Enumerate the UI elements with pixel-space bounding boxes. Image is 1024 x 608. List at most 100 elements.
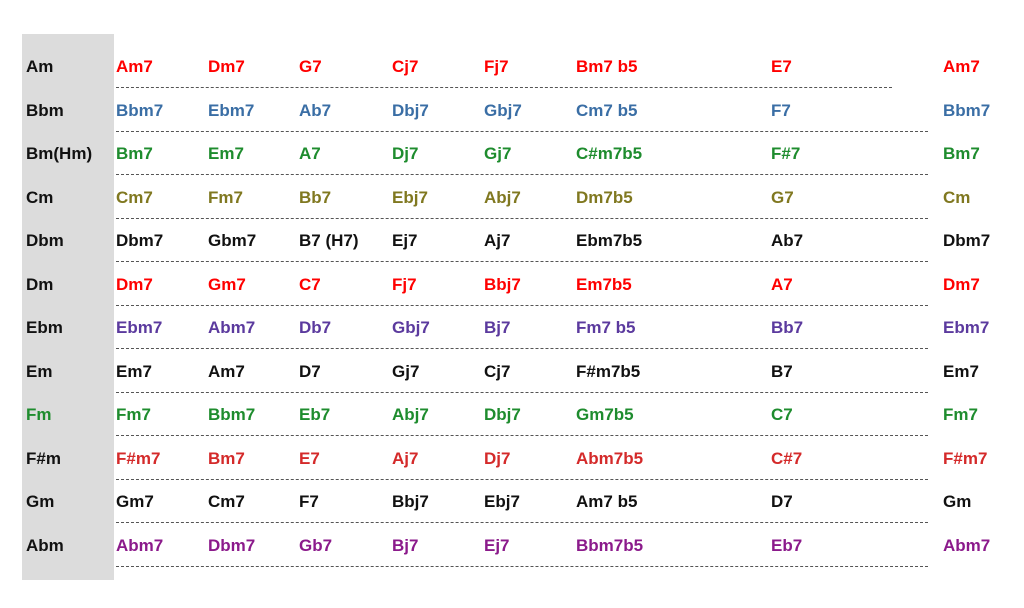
chord-cell: Ebj7 [392, 187, 428, 207]
key-label: Em [26, 361, 53, 381]
chord-cell: Dm7 [208, 57, 245, 76]
chord-cell: Abj7 [484, 187, 521, 207]
chord-cell: Eb7 [771, 535, 803, 555]
chord-row: Dm Dm7 Gm7 C7 Fj7 Bbj7 Em7b5 A7 Dm7 [0, 263, 1024, 306]
chord-cell: Bb7 [771, 318, 804, 337]
chord-cell: Em7 [208, 144, 244, 163]
chord-cell: F#7 [771, 144, 801, 163]
chord-cell: Bm7 b5 [576, 57, 638, 76]
chord-cell: Bm7 [116, 144, 153, 163]
chord-cell: Gm7 [208, 274, 246, 294]
chord-cell: Gbj7 [392, 318, 430, 337]
chord-cell: E7 [299, 448, 320, 468]
chord-cell: Am7 [208, 361, 245, 381]
chord-cell: F#m7b5 [576, 361, 641, 381]
key-label: Fm [26, 405, 52, 424]
chord-cell: A7 [299, 144, 321, 163]
key-label: Bm(Hm) [26, 144, 93, 163]
key-label: Dbm [26, 231, 64, 250]
chord-cell: D7 [299, 361, 321, 381]
chord-cell: Em7b5 [576, 274, 632, 294]
chord-cell: Gm7b5 [576, 405, 634, 424]
chord-cell: Ebm7 [208, 100, 255, 120]
key-label: F#m [26, 448, 61, 468]
row-divider [116, 130, 928, 132]
chord-cell: Ab7 [771, 231, 804, 250]
key-label: Dm [26, 274, 54, 294]
chord-cell: Bbm7 [208, 405, 256, 424]
chord-cell: Cj7 [392, 57, 419, 76]
chord-cell: Bbm7b5 [576, 535, 644, 555]
chord-cell: Abm7 [208, 318, 256, 337]
chord-cell: Am7 [116, 57, 153, 76]
chord-cell: Gb7 [299, 535, 333, 555]
chord-cell: Dbm7 [116, 231, 164, 250]
row-divider [116, 348, 928, 349]
chord-cell-end: Dm7 [943, 274, 980, 294]
chord-row: Bbm Bbm7 Ebm7 Ab7 Dbj7 Gbj7 Cm7 b5 F7 Bbm7 [0, 89, 1024, 132]
chord-cell: Dbj7 [392, 100, 429, 120]
chord-cell: E7 [771, 57, 792, 76]
chord-cell: F7 [771, 100, 791, 120]
chord-cell: F7 [299, 492, 319, 511]
chord-cell: Abj7 [392, 405, 429, 424]
row-divider [116, 522, 928, 523]
chord-cell: Gj7 [484, 144, 512, 163]
chord-cell: Cj7 [484, 361, 511, 381]
chord-cell-end: Cm [943, 187, 971, 207]
chord-cell: Dj7 [484, 448, 511, 468]
chord-cell-end: Gm [943, 492, 972, 511]
chord-cell: Bbj7 [392, 492, 429, 511]
row-divider [116, 261, 928, 262]
row-divider [116, 217, 928, 219]
chord-cell: G7 [771, 187, 794, 207]
row-divider [116, 391, 928, 393]
chord-cell: Fm7 b5 [576, 318, 636, 337]
chord-row: Dbm Dbm7 Gbm7 B7 (H7) Ej7 Aj7 Ebm7b5 Ab7 Dbm7 [0, 219, 1024, 262]
chord-cell: Em7 [116, 361, 152, 381]
chord-cell: D7 [771, 492, 793, 511]
chord-cell: Dbm7 [208, 535, 256, 555]
chord-cell: Dm7b5 [576, 187, 633, 207]
chord-cell: Fj7 [392, 274, 417, 294]
key-label: Am [26, 57, 54, 76]
chord-cell: Abm7 [116, 535, 164, 555]
chord-cell: C7 [771, 405, 793, 424]
chord-cell: B7 (H7) [299, 231, 359, 250]
chord-cell: Ebm7 [116, 318, 163, 337]
chord-cell: Cm7 b5 [576, 100, 638, 120]
chord-cell-end: Am7 [943, 57, 980, 76]
chord-cell-end: Bm7 [943, 144, 980, 163]
chord-row: Ebm Ebm7 Abm7 Db7 Gbj7 Bj7 Fm7 b5 Bb7 Ebm7 [0, 306, 1024, 349]
key-label: Abm [26, 535, 64, 555]
chord-cell-end: Bbm7 [943, 100, 991, 120]
chord-cell: Ebm7b5 [576, 231, 643, 250]
chord-cell: A7 [771, 274, 793, 294]
chord-cell: Eb7 [299, 405, 331, 424]
chord-cell: Cm7 [208, 492, 245, 511]
chord-cell: Gj7 [392, 361, 420, 381]
chord-row: Gm Gm7 Cm7 F7 Bbj7 Ebj7 Am7 b5 D7 Gm [0, 480, 1024, 523]
key-label: Ebm [26, 318, 63, 337]
chord-cell: Dm7 [116, 274, 153, 294]
row-divider [116, 565, 928, 567]
chord-cell: F#m7 [116, 448, 161, 468]
chord-cell: Abm7b5 [576, 448, 644, 468]
key-label: Gm [26, 492, 55, 511]
row-divider [116, 435, 928, 436]
row-divider [116, 87, 892, 88]
chord-row: Em Em7 Am7 D7 Gj7 Cj7 F#m7b5 B7 Em7 [0, 350, 1024, 393]
chord-cell: Ej7 [484, 535, 510, 555]
chord-cell: Dj7 [392, 144, 419, 163]
chord-row: Abm Abm7 Dbm7 Gb7 Bj7 Ej7 Bbm7b5 Eb7 Abm7 [0, 524, 1024, 567]
chord-cell: Bb7 [299, 187, 332, 207]
chord-cell: C#7 [771, 448, 803, 468]
chord-cell: Gbm7 [208, 231, 257, 250]
chord-cell: Ej7 [392, 231, 418, 250]
chord-cell: Bj7 [392, 535, 419, 555]
chord-row: Bm(Hm) Bm7 Em7 A7 Dj7 Gj7 C#m7b5 F#7 Bm7 [0, 132, 1024, 175]
chord-cell: Bbm7 [116, 100, 164, 120]
chord-cell: Fj7 [484, 57, 509, 76]
chord-cell: Aj7 [392, 448, 419, 468]
